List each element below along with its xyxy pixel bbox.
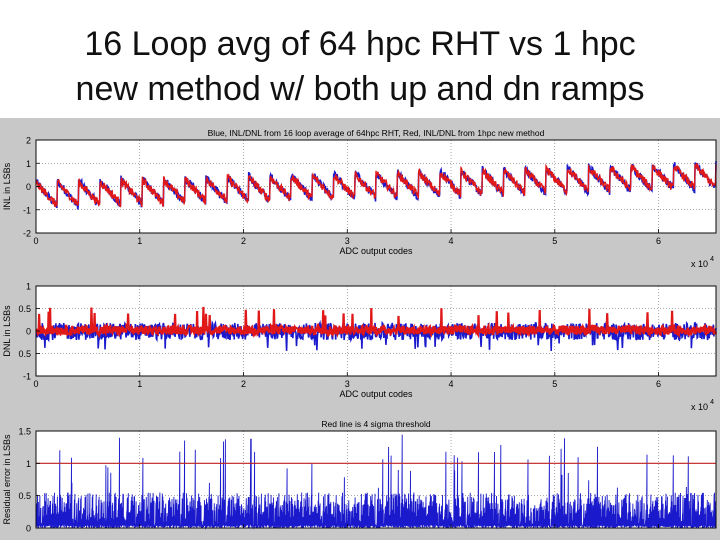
chart-title: Red line is 4 sigma threshold bbox=[321, 419, 430, 429]
x-multiplier-exponent: 4 bbox=[710, 256, 714, 263]
y-tick-label: 1 bbox=[26, 282, 31, 292]
y-tick-label: 0 bbox=[26, 182, 31, 192]
y-tick-label: 0 bbox=[26, 524, 31, 534]
x-multiplier-exponent: 4 bbox=[710, 399, 714, 406]
y-tick-label: 2 bbox=[26, 136, 31, 146]
x-tick-label: 5 bbox=[552, 379, 557, 389]
chart-title: Blue, INL/DNL from 16 loop average of 64… bbox=[208, 128, 545, 138]
x-tick-label: 1 bbox=[137, 236, 142, 246]
y-tick-label: 0.5 bbox=[18, 491, 31, 501]
y-axis-label: Residual error in LSBs bbox=[2, 434, 12, 525]
y-tick-label: 0 bbox=[26, 327, 31, 337]
inl-series-1 bbox=[35, 163, 717, 208]
x-tick-label: 3 bbox=[345, 379, 350, 389]
x-tick-label: 6 bbox=[656, 236, 661, 246]
y-tick-label: -1 bbox=[23, 205, 31, 215]
y-tick-label: 1 bbox=[26, 459, 31, 469]
x-tick-label: 6 bbox=[656, 379, 661, 389]
x-multiplier: x 10 bbox=[691, 259, 708, 269]
y-tick-label: 0.5 bbox=[18, 304, 31, 314]
slide-title: 16 Loop avg of 64 hpc RHT vs 1 hpc new m… bbox=[0, 22, 720, 112]
x-tick-label: 1 bbox=[137, 379, 142, 389]
x-tick-label: 2 bbox=[241, 236, 246, 246]
slide-title-line-2: new method w/ both up and dn ramps bbox=[75, 70, 645, 108]
y-tick-label: 1.5 bbox=[18, 427, 31, 437]
x-tick-label: 2 bbox=[241, 379, 246, 389]
x-tick-label: 4 bbox=[449, 379, 454, 389]
x-tick-label: 0 bbox=[33, 379, 38, 389]
y-tick-label: 1 bbox=[26, 159, 31, 169]
y-tick-label: -2 bbox=[23, 229, 31, 239]
y-tick-label: -1 bbox=[23, 372, 31, 382]
x-axis-label: ADC output codes bbox=[339, 389, 413, 399]
slide-title-line-1: 16 Loop avg of 64 hpc RHT vs 1 hpc bbox=[84, 25, 636, 63]
x-tick-label: 5 bbox=[552, 236, 557, 246]
plot-frame bbox=[35, 430, 717, 529]
x-axis-label: ADC output codes bbox=[339, 246, 413, 256]
y-axis-label: INL in LSBs bbox=[2, 162, 12, 210]
x-tick-label: 0 bbox=[33, 236, 38, 246]
dnl-series-1 bbox=[35, 306, 718, 339]
figure-panel: 2 1 0 -1 -2 0 1 2 3 4 5 6 Blue, INL/DNL from 16 loop… bbox=[0, 118, 720, 540]
y-axis-label: DNL in LSBs bbox=[2, 305, 12, 357]
x-multiplier: x 10 bbox=[691, 402, 708, 412]
x-tick-label: 3 bbox=[345, 236, 350, 246]
y-tick-label: 0.5 bbox=[18, 349, 31, 359]
x-tick-label: 4 bbox=[449, 236, 454, 246]
